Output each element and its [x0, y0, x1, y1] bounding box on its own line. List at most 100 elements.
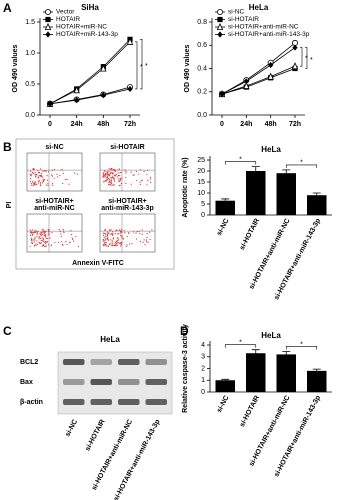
flow-dot: [68, 183, 70, 185]
flow-dot: [124, 232, 126, 234]
flow-dot: [119, 179, 121, 181]
flow-dot: [44, 170, 46, 172]
flow-dot: [45, 245, 47, 247]
flow-dot: [30, 174, 32, 176]
marker: [217, 31, 223, 38]
flow-dot: [111, 240, 113, 242]
flow-dot: [132, 174, 134, 176]
flow-dot: [146, 233, 148, 235]
flow-dot: [125, 172, 127, 174]
flow-dot: [105, 242, 107, 244]
flow-dot: [117, 172, 119, 174]
flow-dot: [51, 231, 53, 234]
flow-dot: [46, 238, 49, 240]
series-line: [221, 47, 296, 95]
flow-dot: [150, 181, 152, 183]
flow-dot: [111, 172, 113, 174]
flow-dot: [143, 239, 145, 241]
blot-title: HeLa: [100, 335, 120, 344]
flow-dot: [31, 242, 33, 244]
error-bar: [251, 349, 260, 354]
flow-dot: [121, 177, 123, 179]
flow-dot: [126, 245, 128, 247]
flow-dot: [64, 178, 67, 181]
flow-dot: [42, 234, 44, 236]
flow-dot: [32, 173, 35, 175]
blot-band: [118, 399, 140, 405]
flow-dot: [109, 230, 111, 232]
flow-dot: [53, 168, 56, 171]
flow-dot: [48, 230, 50, 232]
blot-band: [118, 379, 140, 385]
flow-dot: [32, 184, 34, 187]
blot-row-label: Bax: [20, 379, 33, 386]
flow-dot: [53, 177, 55, 179]
y-axis-label: OD 490 values: [12, 44, 19, 92]
panel-label: C: [3, 324, 12, 338]
flow-dot: [117, 242, 119, 244]
bracket: [140, 39, 143, 90]
flow-dot: [44, 233, 46, 235]
flow-label: anti-miR-143-3p: [101, 205, 154, 212]
flow-dot: [66, 178, 68, 181]
x-tick-label: 24h: [240, 121, 252, 128]
flow-dot: [40, 173, 43, 175]
series-line: [221, 42, 296, 95]
flow-dot: [45, 230, 47, 232]
flow-dot: [138, 230, 140, 233]
flow-dot: [110, 172, 112, 175]
flow-dot: [35, 243, 37, 245]
flow-dot: [139, 183, 141, 185]
flow-dot: [49, 237, 51, 239]
flow-dot: [47, 234, 49, 236]
flow-dot: [39, 233, 41, 235]
flow-dot: [61, 241, 63, 243]
y-tick-label: 25: [197, 157, 205, 164]
flow-dot: [120, 171, 122, 174]
y-tick-label: 10: [197, 190, 205, 197]
flow-plot: [99, 152, 156, 192]
x-tick-label: 72h: [124, 121, 136, 128]
bracket: [285, 346, 318, 350]
flow-dot: [112, 175, 114, 177]
flow-dot: [57, 176, 59, 178]
marker: [100, 64, 107, 72]
flow-dot: [112, 172, 114, 174]
chart-title: HeLa: [249, 3, 269, 12]
flow-dot: [116, 174, 118, 176]
flow-dot: [51, 175, 53, 177]
marker: [126, 37, 134, 45]
flow-dot: [60, 233, 62, 235]
flow-dot: [106, 174, 109, 176]
flow-dot: [102, 243, 104, 245]
flow-dot: [34, 172, 36, 174]
flow-dot: [120, 242, 122, 244]
flow-dot: [35, 230, 38, 232]
flow-dot: [113, 179, 115, 181]
series-line: [221, 65, 296, 95]
flow-dot: [62, 172, 64, 174]
flow-dot: [121, 235, 123, 237]
flow-dot: [54, 241, 56, 244]
y-tick-label: 5: [201, 201, 205, 208]
marker: [291, 62, 299, 70]
flow-dot: [105, 233, 107, 235]
flow-dot: [46, 179, 49, 181]
flow-dot: [40, 239, 42, 242]
annotation: *: [239, 156, 242, 163]
flow-dot: [139, 181, 141, 183]
bracket: [305, 47, 308, 69]
flow-dot: [102, 244, 105, 247]
x-tick-label: 48h: [265, 121, 277, 128]
flow-dot: [111, 177, 114, 179]
y-tick-label: 2: [201, 365, 205, 372]
flow-dot: [37, 243, 39, 246]
flow-dot: [106, 233, 109, 235]
flow-dot: [110, 176, 112, 178]
flow-dot: [33, 183, 36, 185]
flow-dot: [76, 173, 78, 175]
flow-dot: [115, 242, 118, 244]
flow-dot: [31, 229, 34, 231]
flow-dot: [124, 169, 126, 171]
flow-dot: [48, 244, 50, 246]
